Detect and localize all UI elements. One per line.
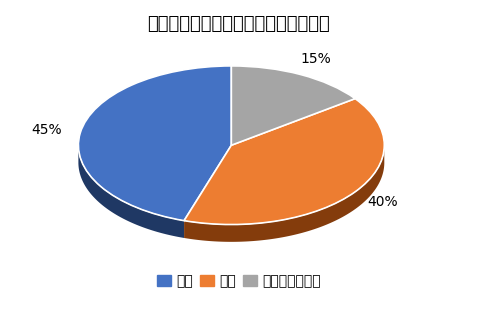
Text: 40%: 40% xyxy=(367,195,398,209)
Wedge shape xyxy=(78,66,231,221)
Legend: 満足, 不満, どちらでもない: 満足, 不満, どちらでもない xyxy=(151,269,327,294)
Wedge shape xyxy=(231,66,355,145)
Wedge shape xyxy=(184,99,384,225)
Text: 45%: 45% xyxy=(32,123,62,137)
Text: 15%: 15% xyxy=(301,52,331,66)
Polygon shape xyxy=(78,145,184,238)
Text: ムーヴキャンバスの燃費の満足度調査: ムーヴキャンバスの燃費の満足度調査 xyxy=(148,15,330,33)
Polygon shape xyxy=(184,145,384,242)
